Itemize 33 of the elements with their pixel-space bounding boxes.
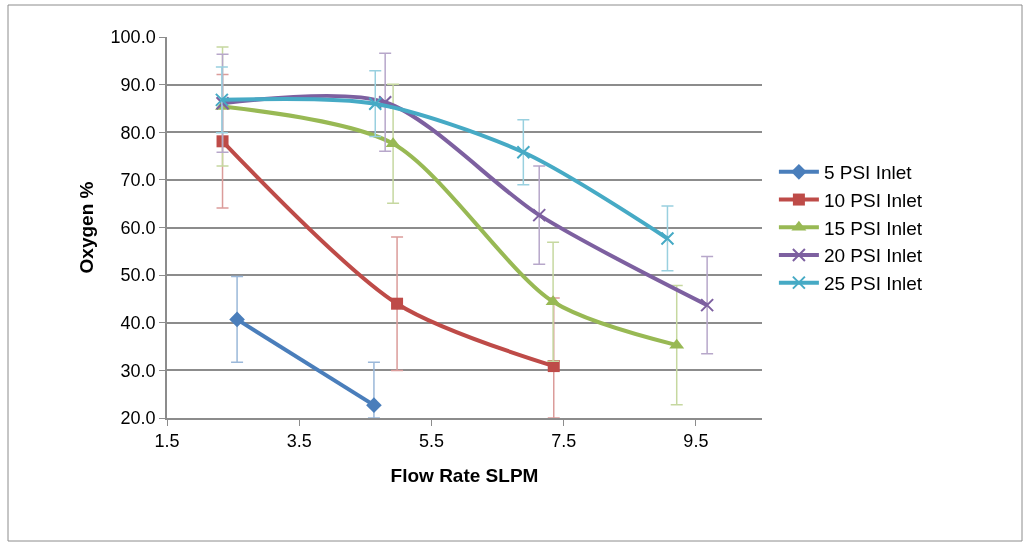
point [532, 208, 547, 223]
x-tick-label: 7.5 [551, 431, 577, 452]
y-tick-label: 20.0 [120, 408, 156, 429]
point [229, 311, 245, 328]
point [368, 96, 383, 111]
legend-label: 10 PSI Inlet [823, 189, 923, 211]
y-tick-label: 50.0 [120, 265, 156, 286]
y-tick-label: 80.0 [120, 122, 156, 143]
y-tick-label: 30.0 [120, 360, 156, 381]
y-tick-label: 90.0 [120, 74, 156, 95]
point [516, 145, 531, 160]
y-axis-title: Oxygen % [75, 181, 97, 274]
point [660, 231, 675, 246]
point [215, 96, 230, 111]
x-axis-title: Flow Rate SLPM [390, 464, 539, 486]
legend-label: 20 PSI Inlet [823, 245, 923, 267]
y-tick-label: 70.0 [120, 170, 156, 191]
x-tick-label: 3.5 [286, 431, 312, 452]
legend-label: 25 PSI Inlet [823, 273, 923, 295]
point [216, 135, 229, 148]
x-tick-label: 5.5 [418, 431, 444, 452]
x-tick-label: 1.5 [154, 431, 180, 452]
y-tick-label: 100.0 [110, 27, 156, 48]
y-tick-label: 60.0 [120, 217, 156, 238]
legend-label: 5 PSI Inlet [823, 162, 913, 184]
legend-label: 15 PSI Inlet [823, 217, 923, 239]
point [391, 297, 404, 310]
point [214, 92, 229, 107]
point [366, 397, 382, 413]
point [547, 360, 560, 373]
x-tick-label: 9.5 [683, 431, 709, 452]
point [700, 298, 715, 313]
y-tick-label: 40.0 [120, 313, 156, 334]
